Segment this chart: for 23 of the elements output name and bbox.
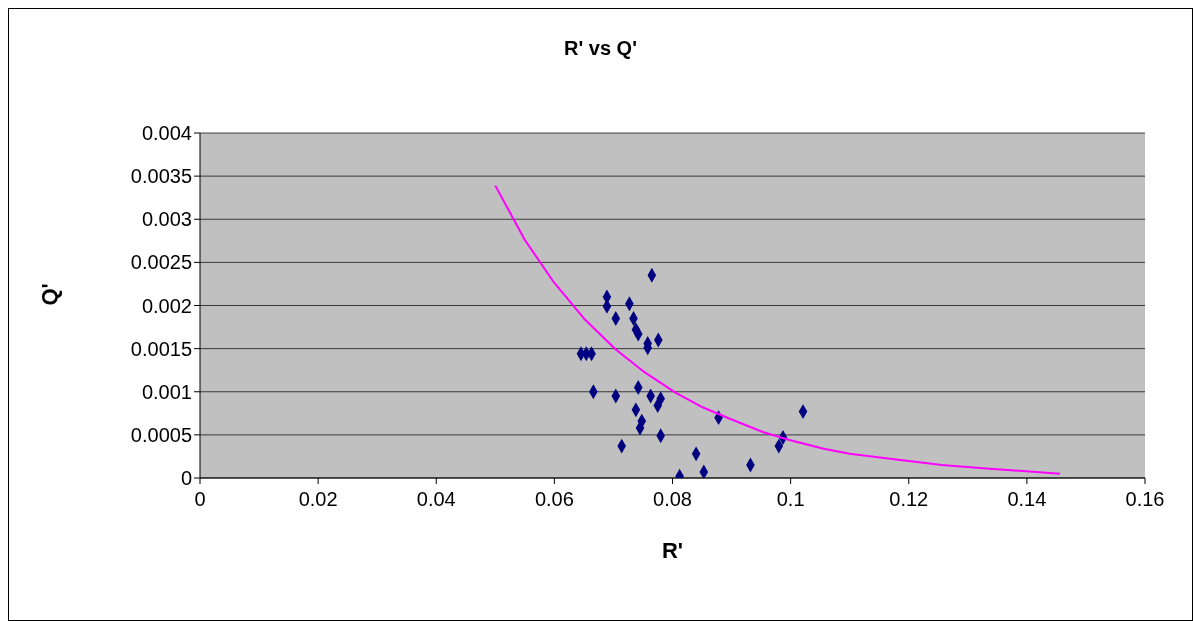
x-tick-label: 0.06: [534, 488, 574, 511]
x-tick-label: 0: [194, 488, 206, 511]
x-tick-label: 0.14: [1007, 488, 1047, 511]
line-series: [494, 184, 1061, 475]
y-tick-label: 0.0035: [130, 165, 192, 188]
y-tick-label: 0.003: [141, 208, 192, 231]
y-tick-label: 0.0015: [130, 337, 192, 360]
y-tick-label: 0: [180, 467, 192, 490]
x-tick-label: 0.16: [1125, 488, 1165, 511]
x-tick-label: 0.12: [889, 488, 929, 511]
y-tick-label: 0.0005: [130, 423, 192, 446]
y-axis-title: Q': [36, 283, 62, 306]
y-tick-label: 0.002: [141, 294, 192, 317]
point: [699, 464, 709, 478]
y-tick-label: 0.004: [141, 122, 192, 145]
x-tick-label: 0.04: [416, 488, 456, 511]
chart-title: R' vs Q': [563, 37, 638, 60]
y-tick-label: 0.0025: [130, 251, 192, 274]
x-tick-label: 0.1: [776, 488, 805, 511]
x-tick-label: 0.08: [653, 488, 692, 511]
x-axis-title: R': [661, 538, 684, 563]
y-tick-label: 0.001: [141, 380, 192, 403]
x-tick-label: 0.02: [298, 488, 338, 511]
